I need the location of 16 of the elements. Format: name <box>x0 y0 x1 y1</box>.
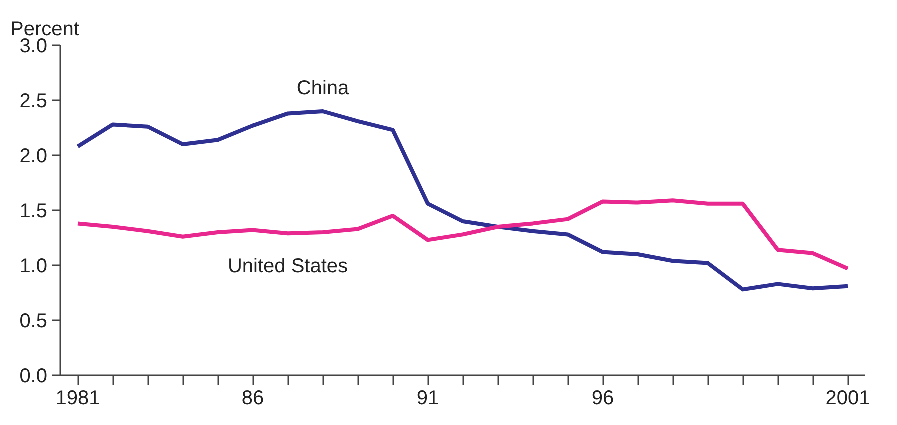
x-tick-label: 2001 <box>826 388 870 410</box>
x-tick-label: 96 <box>592 388 614 410</box>
line-series <box>76 198 850 271</box>
x-tick-label: 1981 <box>56 388 100 410</box>
y-tick-label: 1.0 <box>20 256 48 278</box>
y-tick-label: 0.0 <box>20 366 48 388</box>
y-tick-label: 2.5 <box>20 90 48 112</box>
y-tick-label: 1.5 <box>20 200 48 222</box>
line-series <box>76 110 850 292</box>
y-tick-label: 3.0 <box>20 36 48 58</box>
series-label: China <box>296 78 350 100</box>
x-tick-label: 86 <box>242 388 264 410</box>
series-label: United States <box>228 256 348 278</box>
y-tick-label: 0.5 <box>20 310 48 332</box>
x-tick-label: 91 <box>416 388 440 410</box>
y-tick-label: 2.0 <box>20 146 48 168</box>
